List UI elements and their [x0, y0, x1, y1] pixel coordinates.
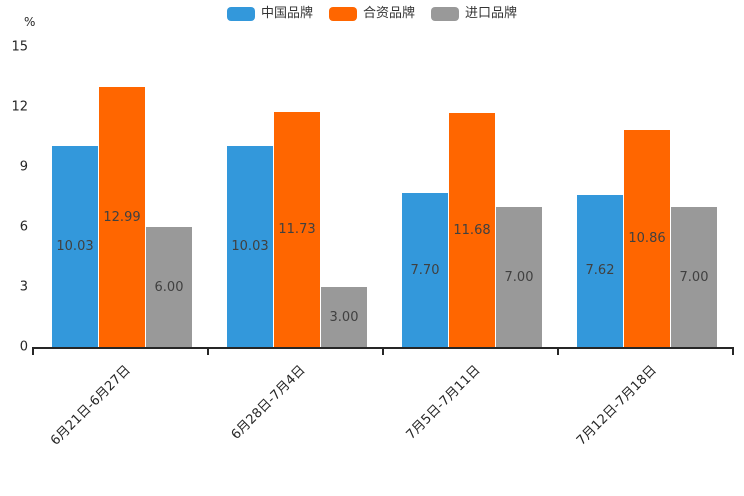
bar-value-label: 12.99: [103, 209, 141, 225]
legend-swatch-import-brand-icon: [431, 7, 459, 21]
legend-label-joint-venture-brand: 合资品牌: [362, 6, 415, 21]
bar-value-label: 10.03: [56, 239, 94, 255]
bar-value-label: 7.70: [410, 262, 440, 278]
legend-label-china-brand: 中国品牌: [260, 6, 313, 21]
y-tick-label: 3: [19, 279, 28, 295]
bar-value-label: 10.86: [628, 230, 666, 246]
y-tick-label: 0: [19, 339, 28, 355]
bar-value-label: 7.00: [679, 269, 709, 285]
bar: 6.00: [146, 227, 192, 347]
bar-value-label: 11.68: [453, 222, 491, 238]
legend-item-china-brand[interactable]: 中国品牌: [226, 6, 313, 22]
bar-value-label: 7.00: [504, 269, 534, 285]
bar: 7.00: [496, 207, 542, 347]
bar-value-label: 10.03: [231, 239, 269, 255]
bar: 10.03: [227, 146, 273, 347]
legend: 中国品牌 合资品牌 进口品牌: [0, 6, 744, 22]
bar: 11.73: [274, 112, 320, 347]
bar-value-label: 3.00: [329, 309, 359, 325]
y-tick-label: 6: [19, 219, 28, 235]
y-tick-label: 15: [11, 39, 28, 55]
bar: 12.99: [99, 87, 145, 347]
bar: 7.62: [577, 194, 623, 347]
x-axis-tick: [732, 347, 734, 355]
y-tick-label: 12: [11, 99, 28, 115]
legend-item-import-brand[interactable]: 进口品牌: [431, 6, 517, 22]
bar: 7.00: [671, 207, 717, 347]
bar-value-label: 6.00: [154, 279, 184, 295]
bar-value-label: 7.62: [585, 263, 615, 279]
y-tick-label: 9: [19, 159, 28, 175]
x-axis-tick: [557, 347, 559, 355]
x-axis-tick: [207, 347, 209, 355]
bar: 3.00: [321, 287, 367, 347]
legend-swatch-china-brand-icon: [226, 7, 255, 21]
x-axis-tick: [382, 347, 384, 355]
bar: 7.70: [402, 193, 448, 347]
legend-swatch-joint-venture-brand-icon: [328, 7, 357, 21]
bar: 10.86: [624, 129, 670, 347]
x-axis-tick: [32, 347, 34, 355]
bar-value-label: 11.73: [278, 222, 316, 238]
legend-item-joint-venture-brand[interactable]: 合资品牌: [328, 6, 415, 22]
legend-label-import-brand: 进口品牌: [465, 6, 518, 21]
y-axis-unit-label: %: [24, 15, 36, 29]
bar: 11.68: [449, 113, 495, 347]
bar: 10.03: [52, 146, 98, 347]
